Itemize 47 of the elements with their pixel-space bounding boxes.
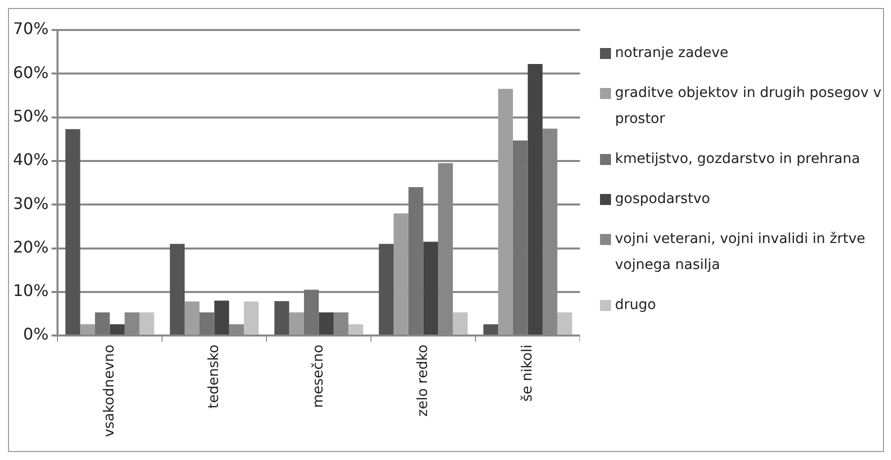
bar	[304, 290, 319, 335]
legend-label: gospodarstvo	[615, 190, 710, 209]
bar	[348, 324, 364, 335]
legend-label: kmetijstvo, gozdarstvo in prehrana	[615, 150, 860, 169]
bar	[65, 129, 80, 335]
bar	[557, 312, 572, 335]
bar	[408, 187, 424, 335]
legend-label: notranje zadeve	[615, 44, 728, 63]
bar	[394, 213, 408, 335]
bar	[334, 312, 348, 335]
x-tick-label: tedensko	[206, 344, 222, 409]
bar	[184, 302, 200, 335]
y-tick-label: 60%	[13, 62, 49, 82]
x-tick-label: še nikoli	[519, 344, 536, 402]
x-tick-label: zelo redko	[414, 344, 431, 417]
bar	[229, 324, 244, 335]
bar	[528, 64, 543, 335]
bar	[318, 312, 334, 335]
y-tick-label: 40%	[13, 150, 49, 170]
bar	[289, 312, 304, 335]
legend-label: drugo	[615, 296, 656, 315]
bar	[452, 312, 468, 335]
bar	[170, 244, 185, 335]
bar	[512, 140, 528, 335]
bar	[199, 312, 214, 335]
bar	[124, 312, 140, 335]
x-tick-label: vsakodnevno	[101, 344, 118, 438]
legend-label: graditve objektov in drugih posegov v prostor	[615, 84, 882, 129]
y-tick-label: 70%	[13, 19, 49, 38]
y-tick-label: 0%	[23, 324, 49, 344]
bar	[378, 244, 394, 335]
y-tick-label: 20%	[13, 237, 49, 256]
y-tick-label: 30%	[13, 194, 49, 213]
bar	[274, 301, 290, 335]
y-tick-label: 10%	[13, 281, 49, 300]
y-tick-label: 50%	[13, 106, 49, 126]
bar	[214, 300, 230, 335]
bar	[483, 324, 498, 335]
bar	[95, 312, 110, 335]
bar	[244, 302, 259, 335]
bar	[80, 324, 96, 335]
bar	[139, 312, 154, 335]
bar	[498, 88, 513, 335]
legend-label: vojni veterani, vojni invalidi in žrtve vojnega nasilja	[615, 230, 866, 275]
x-tick-label: mesečno	[310, 344, 326, 408]
bar	[110, 324, 125, 335]
bar	[423, 242, 438, 335]
